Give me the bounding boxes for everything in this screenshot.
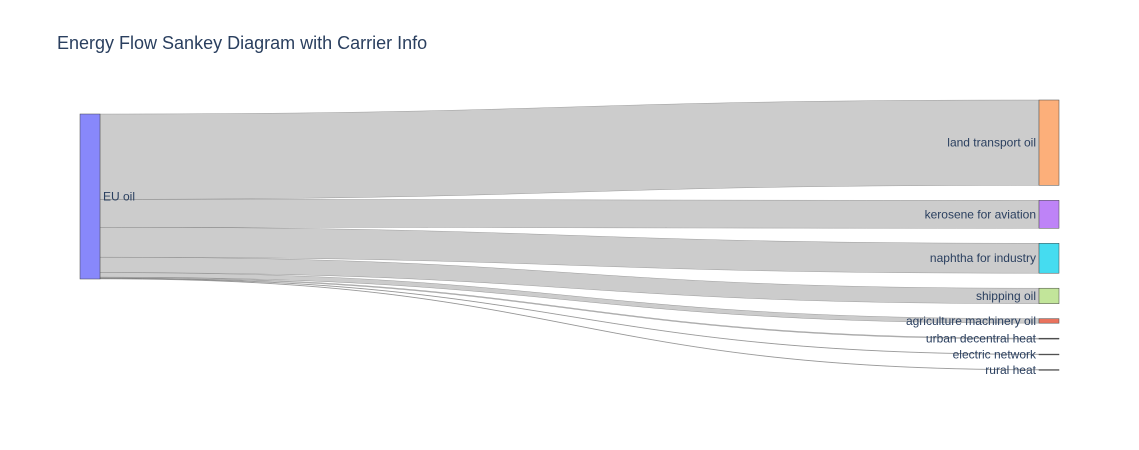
node-urban-decentral-heat[interactable] — [1038, 337, 1060, 340]
node-label-naphtha-for-industry: naphtha for industry — [930, 251, 1036, 265]
node-shipping-oil[interactable] — [1038, 287, 1060, 304]
node-label-shipping-oil: shipping oil — [976, 289, 1036, 303]
chart-title: Energy Flow Sankey Diagram with Carrier … — [57, 33, 428, 53]
node-label-kerosene-for-aviation: kerosene for aviation — [925, 207, 1036, 221]
node-electric-network[interactable] — [1038, 353, 1060, 356]
node-label-urban-decentral-heat: urban decentral heat — [926, 332, 1037, 346]
node-rural-heat[interactable] — [1038, 369, 1060, 371]
node-label-eu-oil: EU oil — [103, 190, 135, 204]
node-kerosene-for-aviation[interactable] — [1038, 200, 1060, 229]
node-agriculture-machinery-oil[interactable] — [1038, 318, 1060, 324]
node-label-electric-network: electric network — [953, 347, 1037, 361]
node-naphtha-for-industry[interactable] — [1038, 243, 1060, 274]
node-label-land-transport-oil: land transport oil — [947, 136, 1036, 150]
nodes-group: land transport oil kerosene for aviation n… — [79, 99, 1060, 377]
node-label-agriculture-machinery-oil: agriculture machinery oil — [906, 314, 1036, 328]
links-group — [99, 99, 1040, 371]
node-land-transport-oil[interactable] — [1038, 99, 1060, 186]
link-kerosene-for-aviation[interactable] — [99, 199, 1040, 229]
link-land-transport-oil[interactable] — [99, 99, 1040, 200]
node-label-rural-heat: rural heat — [985, 363, 1036, 377]
node-eu-oil[interactable] — [79, 113, 101, 280]
